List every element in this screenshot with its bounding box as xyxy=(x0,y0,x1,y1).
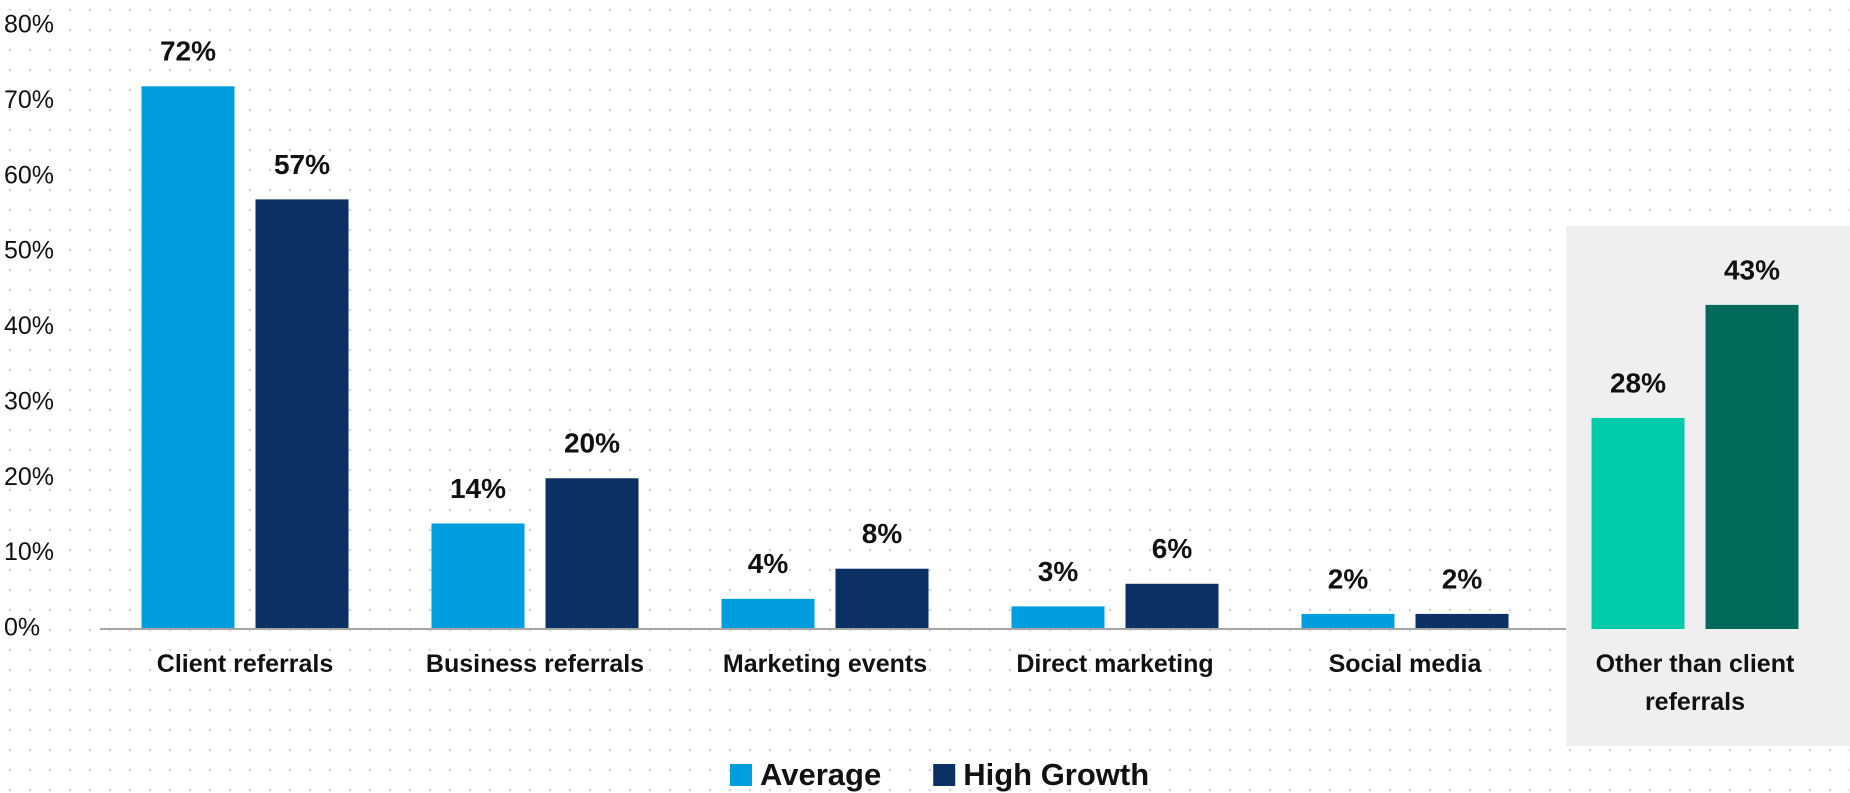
data-label: 14% xyxy=(450,473,506,504)
legend-label: Average xyxy=(760,757,881,792)
bar xyxy=(431,523,525,629)
y-tick-label: 80% xyxy=(4,11,54,39)
data-label: 43% xyxy=(1724,254,1780,285)
y-tick-label: 10% xyxy=(4,538,54,566)
x-tick-label: Direct marketing xyxy=(1016,650,1214,678)
legend-swatch xyxy=(933,764,956,786)
bar xyxy=(1415,613,1509,629)
x-tick-label-box: Direct marketing xyxy=(1016,650,1214,678)
y-tick-label: 50% xyxy=(4,237,54,265)
bar xyxy=(1011,606,1105,629)
data-label: 72% xyxy=(160,36,216,67)
bar xyxy=(141,86,235,630)
y-tick-label: 0% xyxy=(4,614,40,642)
x-tick-label: Marketing events xyxy=(722,650,928,678)
x-tick-label: Business referrals xyxy=(425,650,645,678)
x-tick-label-box: Marketing events xyxy=(722,650,928,678)
bar xyxy=(1301,613,1395,629)
x-tick-label: Social media xyxy=(1328,650,1482,678)
x-tick-label-box: Other than client referrals xyxy=(1595,650,1795,716)
y-tick-label: 20% xyxy=(4,463,54,491)
data-label: 28% xyxy=(1610,367,1666,398)
bar xyxy=(1125,583,1219,629)
data-label: 57% xyxy=(274,149,330,180)
data-label: 2% xyxy=(1328,563,1369,594)
bar xyxy=(1705,304,1799,629)
bar xyxy=(545,478,639,629)
y-tick-label: 70% xyxy=(4,86,54,114)
bar xyxy=(835,568,929,629)
data-label: 4% xyxy=(748,548,789,579)
data-label: 2% xyxy=(1442,563,1483,594)
bar xyxy=(721,598,815,629)
y-tick-label: 30% xyxy=(4,387,54,415)
x-tick-label: Client referrals xyxy=(156,650,334,678)
data-label: 3% xyxy=(1038,556,1079,587)
x-tick-label-box: Client referrals xyxy=(156,650,334,678)
y-tick-label: 60% xyxy=(4,161,54,189)
data-label: 20% xyxy=(564,428,620,459)
data-label: 6% xyxy=(1152,533,1193,564)
x-tick-label-box: Business referrals xyxy=(425,650,645,678)
legend-label: High Growth xyxy=(963,757,1149,792)
bar xyxy=(1591,417,1685,629)
data-label: 8% xyxy=(862,518,903,549)
x-tick-label: Other than client referrals xyxy=(1595,650,1795,716)
bar xyxy=(255,199,349,630)
legend-swatch xyxy=(730,764,752,786)
y-tick-label: 40% xyxy=(4,312,54,340)
x-tick-label-box: Social media xyxy=(1328,650,1482,678)
